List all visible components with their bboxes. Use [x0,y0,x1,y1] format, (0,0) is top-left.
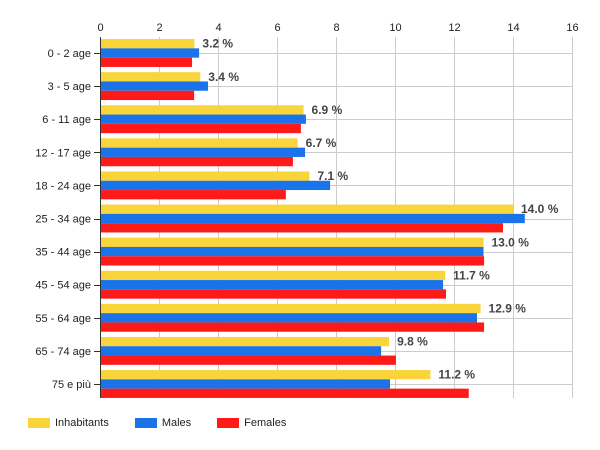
category-label: 6 - 11 age [42,114,91,126]
category-label: 35 - 44 age [35,247,91,259]
data-label: 12.9 % [489,302,527,316]
category-label: 55 - 64 age [35,313,91,325]
category-label: 65 - 74 age [35,346,91,358]
bar-males [100,280,444,290]
legend-item[interactable]: Inhabitants [28,417,109,429]
bar-females [100,123,301,134]
bar-males [100,379,390,389]
bar-females [100,289,447,299]
x-tick-label: 0 [97,22,103,34]
bar-males [100,180,331,191]
data-label: 13.0 % [492,235,530,249]
bar-females [100,190,286,200]
bar-males [100,346,382,356]
data-label: 11.2 % [438,368,475,382]
data-label: 9.8 % [397,335,428,349]
legend-label: Males [161,417,192,429]
legend-label: Inhabitants [55,417,109,429]
bar-inhabitants [100,370,431,380]
x-tick-label: 16 [566,22,578,34]
category-label: 18 - 24 age [35,180,91,192]
bar-inhabitants [100,105,304,115]
legend-label: Females [244,417,287,429]
data-label: 3.4 % [208,70,239,84]
legend-swatch [28,418,50,428]
x-tick-label: 2 [156,22,162,34]
category-label: 0 - 2 age [48,48,91,60]
x-tick-label: 12 [448,22,460,34]
x-tick-label: 8 [333,22,339,34]
bar-inhabitants [100,39,195,49]
bar-females [100,156,293,167]
bar-males [100,313,478,323]
data-label: 7.1 % [317,169,348,183]
data-label: 6.7 % [306,136,337,150]
bar-males [100,81,208,91]
bar-inhabitants [100,171,310,181]
data-label: 6.9 % [312,103,343,117]
category-label: 25 - 34 age [35,214,91,226]
category-label: 75 e più [52,379,91,391]
x-tick-label: 14 [507,22,519,34]
bar-females [100,355,396,365]
x-tick-label: 10 [389,22,401,34]
legend-swatch [217,418,240,428]
bar-males [100,147,306,157]
x-tick-label: 4 [215,22,221,34]
bar-inhabitants [100,303,481,314]
bar-females [100,256,485,266]
legend-item[interactable]: Males [134,417,192,429]
data-label: 11.7 % [453,268,490,282]
bar-inhabitants [100,72,201,82]
data-label: 3.2 % [202,37,233,51]
bar-inhabitants [100,336,390,347]
legend-swatch [134,418,157,428]
bar-females [100,223,503,233]
legend-item[interactable]: Females [217,417,286,429]
bar-inhabitants [100,270,446,281]
bar-females [100,57,193,67]
legend: Inhabitants Males Females [28,417,312,429]
bar-males [100,246,484,257]
bar-inhabitants [100,138,298,148]
category-label: 45 - 54 age [35,280,91,292]
bar-males [100,48,200,58]
bar-females [100,388,469,398]
x-tick-label: 6 [274,22,280,34]
bar-males [100,213,525,224]
bar-inhabitants [100,204,513,214]
category-label: 12 - 17 age [35,147,91,159]
bar-inhabitants [100,237,484,247]
bar-females [100,90,195,101]
data-label: 14.0 % [521,202,559,216]
bar-males [100,114,306,124]
category-label: 3 - 5 age [48,81,91,93]
bar-females [100,322,485,332]
